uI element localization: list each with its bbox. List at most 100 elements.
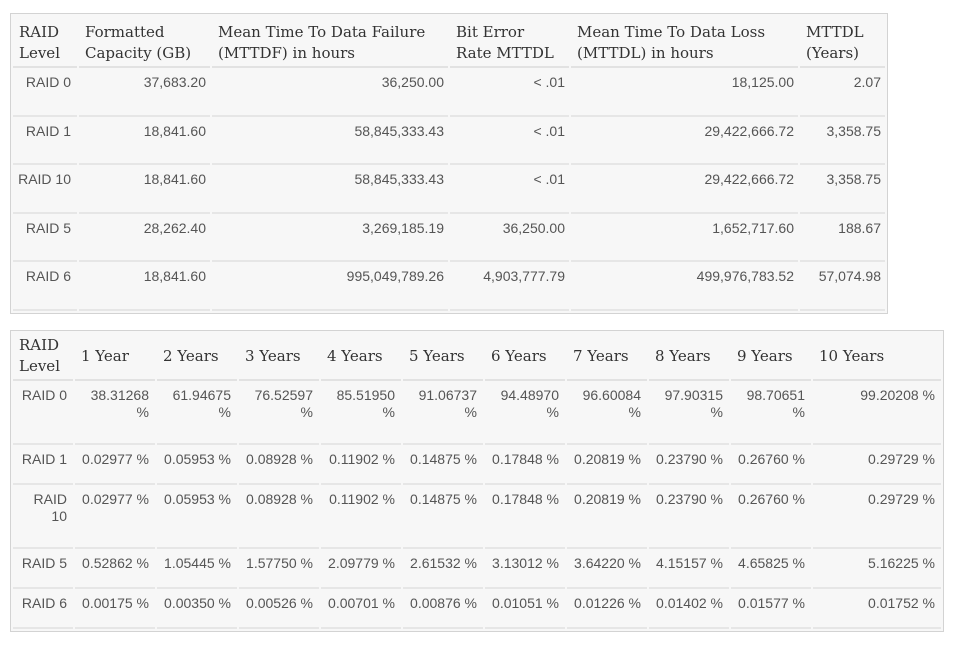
table-cell: 3,358.75 [800,167,885,214]
header-year-2: 2 Years [157,333,237,381]
table-cell: < .01 [450,70,569,117]
header-raid-level: RAID Level [13,333,73,381]
table-cell: 3.13012 % [485,550,565,589]
header-year-5: 5 Years [403,333,483,381]
header-year-7: 7 Years [567,333,647,381]
table-row: RAID 10 0.02977 % 0.05953 % 0.08928 % 0.… [13,486,941,549]
mttdl-table: RAID Level Formatted Capacity (GB) Mean … [11,14,887,313]
table-cell: RAID 1 [13,446,73,485]
table-cell: 0.01051 % [485,590,565,629]
table-cell: 85.51950 % [321,383,401,445]
table-header-row: RAID Level Formatted Capacity (GB) Mean … [13,16,885,68]
table-cell: 18,841.60 [79,167,210,214]
table-cell: RAID 6 [13,264,77,311]
table-cell: 3,358.75 [800,118,885,166]
table-cell: 0.00350 % [157,590,237,629]
table-row: RAID 5 28,262.40 3,269,185.19 36,250.00 … [13,215,885,263]
table-row: RAID 10 18,841.60 58,845,333.43 < .01 29… [13,167,885,214]
table-cell: 76.52597 % [239,383,319,445]
table-cell: 499,976,783.52 [571,264,798,311]
table-cell: RAID 5 [13,550,73,589]
table-cell: 28,262.40 [79,215,210,263]
table-cell: 36,250.00 [450,215,569,263]
table-cell: 1,652,717.60 [571,215,798,263]
header-year-6: 6 Years [485,333,565,381]
table-cell: 0.02977 % [75,446,155,485]
table-cell: 4.15157 % [649,550,729,589]
table-cell: 2.07 [800,70,885,117]
table-cell: 0.11902 % [321,486,401,549]
table-cell: 3,269,185.19 [212,215,448,263]
table-cell: 0.29729 % [813,446,941,485]
table-cell: 0.26760 % [731,486,811,549]
table-cell: 97.90315 % [649,383,729,445]
header-year-1: 1 Year [75,333,155,381]
table-cell: 4,903,777.79 [450,264,569,311]
table-cell: 3.64220 % [567,550,647,589]
header-formatted-capacity: Formatted Capacity (GB) [79,16,210,68]
table-cell: 61.94675 % [157,383,237,445]
table-cell: 94.48970 % [485,383,565,445]
table-cell: 0.05953 % [157,486,237,549]
table-cell: RAID 1 [13,118,77,166]
table-cell: 5.16225 % [813,550,941,589]
table-cell: 0.05953 % [157,446,237,485]
table-cell: 0.00526 % [239,590,319,629]
table-cell: 58,845,333.43 [212,118,448,166]
table-cell: 0.29729 % [813,486,941,549]
table-cell: 0.08928 % [239,446,319,485]
header-year-4: 4 Years [321,333,401,381]
table-cell: RAID 10 [13,167,77,214]
table-cell: 2.09779 % [321,550,401,589]
table-cell: 29,422,666.72 [571,118,798,166]
table-cell: 99.20208 % [813,383,941,445]
data-loss-probability-table: RAID Level 1 Year 2 Years 3 Years 4 Year… [11,331,943,631]
table-cell: 0.20819 % [567,446,647,485]
table-cell: 18,125.00 [571,70,798,117]
table-cell: 0.02977 % [75,486,155,549]
table-row: RAID 0 37,683.20 36,250.00 < .01 18,125.… [13,70,885,117]
table-cell: 0.20819 % [567,486,647,549]
table-row: RAID 0 38.31268 % 61.94675 % 76.52597 % … [13,383,941,445]
table-cell: 96.60084 % [567,383,647,445]
table-cell: 0.01402 % [649,590,729,629]
table-cell: 29,422,666.72 [571,167,798,214]
header-year-3: 3 Years [239,333,319,381]
table-cell: 0.23790 % [649,486,729,549]
table-cell: < .01 [450,118,569,166]
table-row: RAID 6 18,841.60 995,049,789.26 4,903,77… [13,264,885,311]
table-cell: 188.67 [800,215,885,263]
header-mttdl-hours: Mean Time To Data Loss (MTTDL) in hours [571,16,798,68]
table-cell: 0.01577 % [731,590,811,629]
table-cell: 0.17848 % [485,446,565,485]
table-cell: RAID 0 [13,70,77,117]
table-cell: 1.57750 % [239,550,319,589]
table-row: RAID 6 0.00175 % 0.00350 % 0.00526 % 0.0… [13,590,941,629]
table-cell: 57,074.98 [800,264,885,311]
table-cell: 18,841.60 [79,264,210,311]
table-row: RAID 5 0.52862 % 1.05445 % 1.57750 % 2.0… [13,550,941,589]
table-cell: < .01 [450,167,569,214]
table-cell: RAID 6 [13,590,73,629]
table-cell: 0.11902 % [321,446,401,485]
table-cell: RAID 5 [13,215,77,263]
table-cell: 0.23790 % [649,446,729,485]
header-year-8: 8 Years [649,333,729,381]
table-cell: RAID 10 [13,486,73,549]
header-mttdl-years: MTTDL (Years) [800,16,885,68]
table-header-row: RAID Level 1 Year 2 Years 3 Years 4 Year… [13,333,941,381]
table-cell: 0.52862 % [75,550,155,589]
table-cell: RAID 0 [13,383,73,445]
table-cell: 995,049,789.26 [212,264,448,311]
table-cell: 0.17848 % [485,486,565,549]
header-raid-level: RAID Level [13,16,77,68]
table-cell: 0.00876 % [403,590,483,629]
table-cell: 4.65825 % [731,550,811,589]
table-cell: 0.14875 % [403,446,483,485]
table-cell: 0.00175 % [75,590,155,629]
header-mttdf: Mean Time To Data Failure (MTTDF) in hou… [212,16,448,68]
header-bit-error-rate: Bit Error Rate MTTDL [450,16,569,68]
table-cell: 91.06737 % [403,383,483,445]
header-year-10: 10 Years [813,333,941,381]
table-cell: 2.61532 % [403,550,483,589]
